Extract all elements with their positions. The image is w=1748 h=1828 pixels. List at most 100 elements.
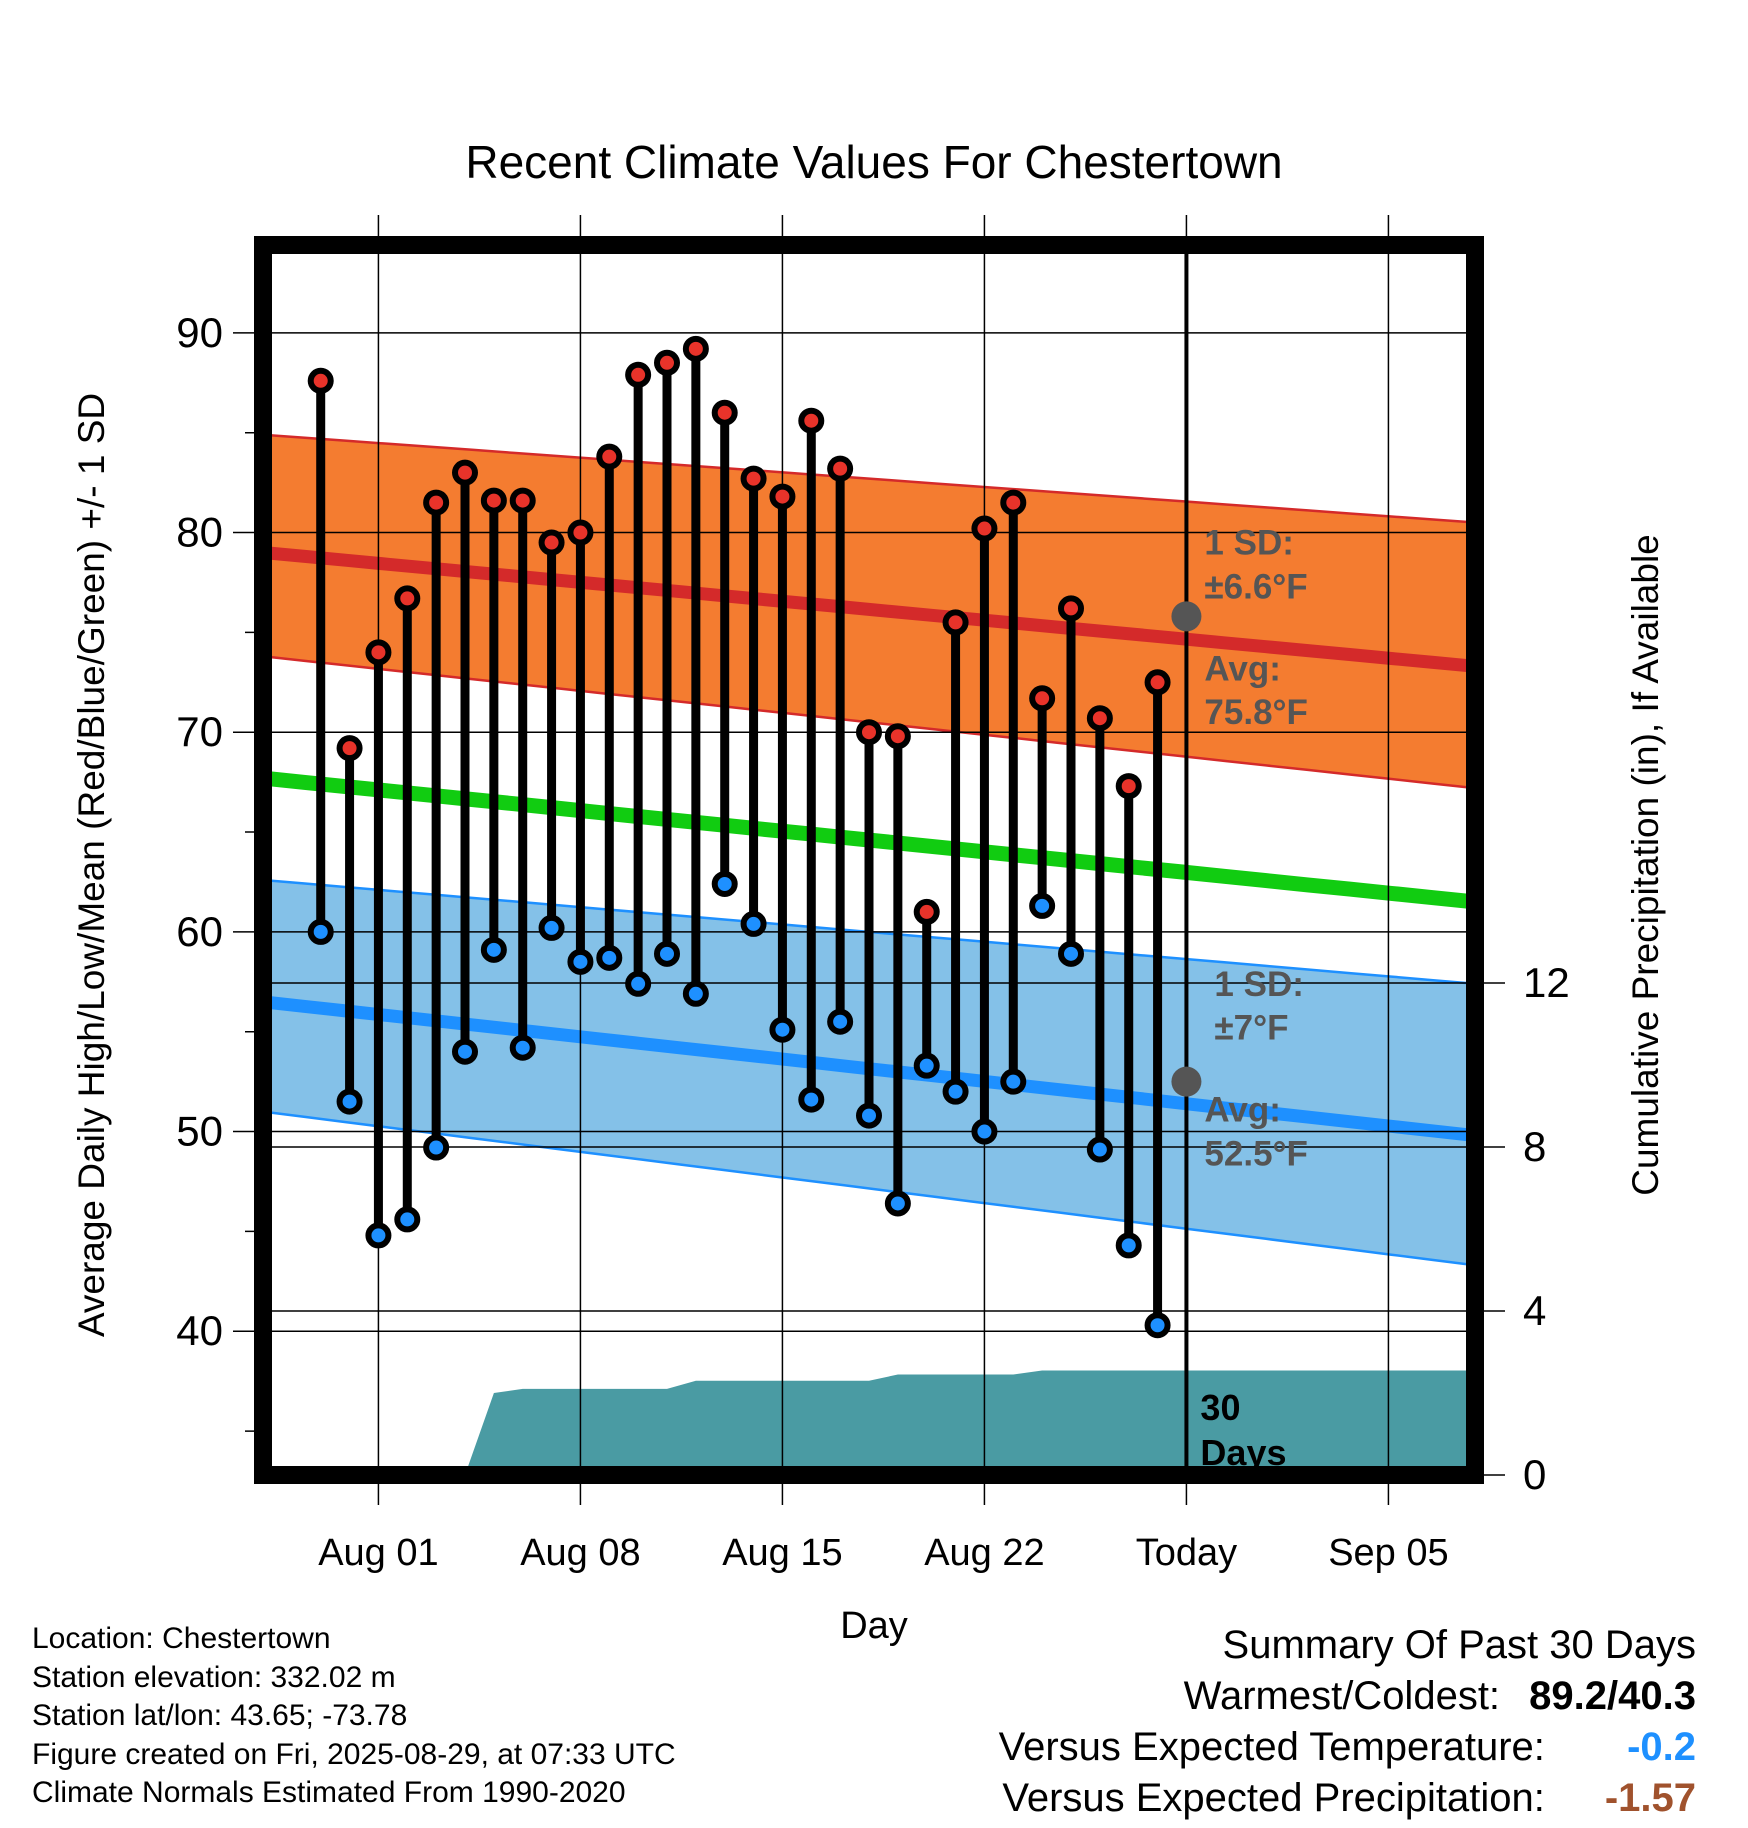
high-point: [654, 349, 680, 376]
y2-tick-label: 4: [1523, 1287, 1546, 1334]
low-point: [1000, 1068, 1027, 1095]
elevation-text: Station elevation: 332.02 m: [32, 1660, 396, 1694]
low-point: [307, 918, 334, 945]
high-point: [1144, 669, 1171, 696]
y-tick-label: 90: [176, 309, 223, 356]
x-axis-label: Day: [840, 1605, 908, 1647]
x-tick-label: Aug 08: [520, 1532, 640, 1574]
y2-tick-label: 8: [1523, 1123, 1546, 1170]
high-point: [798, 407, 825, 434]
high-point: [567, 519, 594, 546]
high-point: [394, 585, 421, 612]
x-tick-label: Aug 22: [924, 1532, 1044, 1574]
low-point: [682, 980, 709, 1007]
high-point: [596, 443, 623, 470]
low-avg-label-line1: Avg:: [1204, 1091, 1280, 1130]
high-point: [625, 361, 652, 388]
x-tick-label: Aug 15: [722, 1532, 842, 1574]
high-point: [538, 529, 565, 556]
high-avg-label-line2: 75.8°F: [1204, 693, 1308, 732]
location-text: Location: Chestertown: [32, 1622, 331, 1655]
low-sd-label-line2: ±7°F: [1214, 1009, 1288, 1048]
high-sd-label-line1: 1 SD:: [1204, 523, 1293, 562]
y2-tick-label: 0: [1523, 1451, 1546, 1498]
summary-precip: Versus Expected Precipitation: -1.57: [999, 1773, 1696, 1824]
low-point: [625, 970, 652, 997]
low-point: [971, 1118, 998, 1145]
low-point: [884, 1190, 911, 1217]
low-point: [480, 936, 507, 963]
station-info: Location: Chestertown Station elevation:…: [32, 1620, 676, 1813]
high-point: [1115, 773, 1142, 800]
temp-value: -0.2: [1627, 1725, 1696, 1769]
high-point: [1086, 705, 1113, 732]
low-point: [769, 1016, 796, 1043]
summary-heading: Summary Of Past 30 Days: [1222, 1623, 1696, 1667]
high-point: [769, 483, 796, 510]
low-point: [336, 1088, 363, 1115]
low-point: [596, 944, 623, 971]
precip-area: [263, 1370, 1475, 1475]
y-tick-label: 60: [176, 908, 223, 955]
y-axis-label: Average Daily High/Low/Mean (Red/Blue/Gr…: [71, 393, 112, 1337]
low-sd-band-lower-edge: [262, 1110, 1476, 1267]
low-point: [567, 948, 594, 975]
low-point: [1115, 1232, 1142, 1259]
warm-cold-label: Warmest/Coldest:: [1183, 1674, 1501, 1718]
high-point: [884, 723, 911, 750]
high-point: [827, 455, 854, 482]
y-tick-label: 40: [176, 1307, 223, 1354]
high-point: [307, 367, 334, 394]
low-point: [452, 1038, 478, 1065]
low-point: [1029, 892, 1056, 919]
y-tick-label: 80: [176, 509, 223, 556]
high-point: [1000, 489, 1027, 516]
low-point: [1144, 1312, 1171, 1339]
precip-label: Versus Expected Precipitation:: [1002, 1776, 1545, 1820]
summary-panel: Summary Of Past 30 Days Warmest/Coldest:…: [999, 1620, 1696, 1824]
high-point: [913, 898, 940, 925]
high-point: [423, 489, 450, 516]
y-tick-label: 50: [176, 1108, 223, 1155]
high-point: [480, 487, 507, 514]
high-avg-label-line1: Avg:: [1204, 649, 1280, 688]
low-point: [942, 1078, 969, 1105]
high-point: [856, 719, 882, 746]
low-point: [856, 1102, 882, 1129]
low-point: [365, 1222, 392, 1249]
x-tick-label: Sep 05: [1328, 1532, 1448, 1574]
high-point: [711, 399, 738, 426]
low-sd-label-line1: 1 SD:: [1214, 965, 1303, 1004]
high-point: [740, 465, 767, 492]
y2-tick-label: 12: [1523, 959, 1570, 1006]
today-label-line1: 30: [1200, 1387, 1240, 1428]
low-avg-today-marker: [1171, 1066, 1202, 1097]
low-point: [423, 1134, 450, 1161]
low-point: [827, 1008, 854, 1035]
created-text: Figure created on Fri, 2025-08-29, at 07…: [32, 1737, 676, 1771]
summary-temp: Versus Expected Temperature: -0.2: [999, 1722, 1696, 1773]
high-point: [942, 609, 969, 636]
x-tick-label: Today: [1136, 1532, 1237, 1574]
high-point: [509, 487, 536, 514]
summary-warm-cold: Warmest/Coldest: 89.2/40.3: [999, 1671, 1696, 1722]
low-point: [1086, 1136, 1113, 1163]
low-point: [913, 1052, 940, 1079]
high-point: [1058, 595, 1084, 622]
high-point: [682, 335, 709, 362]
normals-text: Climate Normals Estimated From 1990-2020: [32, 1776, 626, 1809]
high-point: [971, 515, 998, 542]
y2-axis-label: Cumulative Precipitation (in), If Availa…: [1625, 534, 1666, 1196]
warm-cold-value: 89.2/40.3: [1529, 1674, 1696, 1718]
high-point: [1029, 685, 1056, 712]
low-point: [711, 870, 738, 897]
temp-label: Versus Expected Temperature:: [998, 1725, 1545, 1769]
low-point: [1058, 940, 1084, 967]
x-tick-label: Aug 01: [318, 1532, 438, 1574]
high-point: [336, 735, 363, 762]
plot-area: Aug 01 Aug 08 Aug 15 Aug 22 Today Sep 0540506…: [176, 215, 1570, 1574]
low-point: [509, 1034, 536, 1061]
low-point: [798, 1086, 825, 1113]
high-point: [452, 459, 478, 486]
